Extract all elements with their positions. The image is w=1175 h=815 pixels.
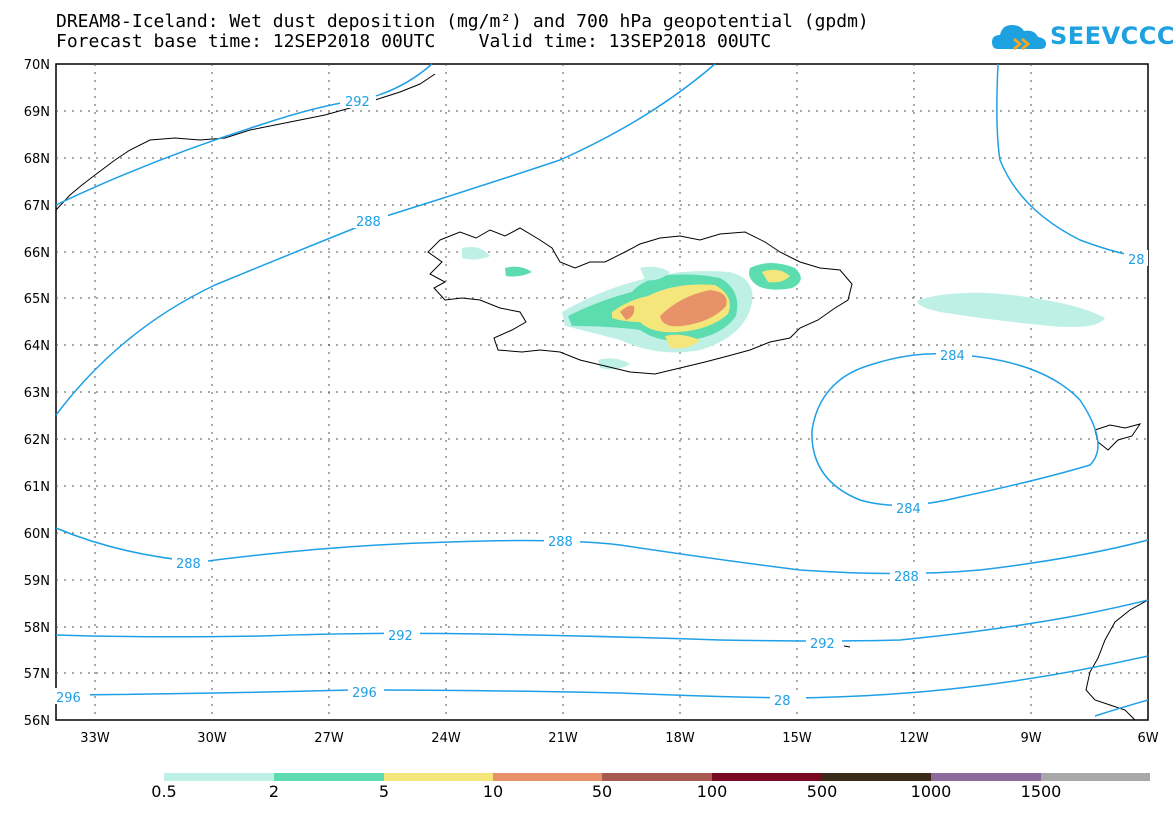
contour-label: 284 bbox=[940, 349, 965, 364]
lat-label: 62N bbox=[24, 433, 50, 448]
contour-label: 288 bbox=[548, 535, 573, 550]
scotland-coastline bbox=[1085, 599, 1149, 721]
contour-label: 288 bbox=[176, 557, 201, 572]
lat-label: 59N bbox=[24, 574, 50, 589]
lat-label: 66N bbox=[24, 246, 50, 261]
legend-swatch bbox=[274, 773, 384, 781]
rockall-coastline bbox=[843, 645, 851, 648]
contour-292-south bbox=[55, 599, 1149, 642]
legend-label: 1500 bbox=[1020, 782, 1062, 801]
lon-label: 33W bbox=[80, 731, 110, 746]
legend-swatch bbox=[384, 773, 493, 781]
lat-label: 67N bbox=[24, 199, 50, 214]
legend-label: 1000 bbox=[910, 782, 952, 801]
contour-296-south bbox=[55, 655, 1149, 699]
latitude-labels: 70N 69N 68N 67N 66N 65N 64N 63N 62N 61N … bbox=[24, 58, 50, 729]
map-subtitle: Forecast base time: 12SEP2018 00UTC Vali… bbox=[56, 31, 772, 52]
faroe-islands-coastline bbox=[1094, 423, 1142, 451]
legend-swatch bbox=[822, 773, 931, 781]
map-title: DREAM8-Iceland: Wet dust deposition (mg/… bbox=[56, 11, 869, 32]
dust-patch-south bbox=[665, 334, 700, 349]
lon-label: 6W bbox=[1137, 731, 1158, 746]
dust-patch-10-50 bbox=[660, 290, 727, 327]
cloud-icon bbox=[992, 25, 1046, 51]
contour-label: 292 bbox=[345, 95, 370, 110]
contour-label: 288 bbox=[356, 215, 381, 230]
contour-284-east bbox=[811, 352, 1099, 507]
contour-label: 288 bbox=[894, 570, 919, 585]
contour-label: 28 bbox=[1128, 253, 1145, 268]
contour-300-corner bbox=[1094, 699, 1149, 717]
contour-label: 28 bbox=[774, 694, 791, 709]
contour-labels: 292 288 284 284 288 288 288 292 292 296 … bbox=[54, 92, 1148, 709]
longitude-labels: 33W 30W 27W 24W 21W 18W 15W 12W 9W 6W bbox=[80, 731, 1158, 746]
lat-label: 58N bbox=[24, 621, 50, 636]
lat-label: 65N bbox=[24, 292, 50, 307]
contour-label: 296 bbox=[352, 686, 377, 701]
contour-label: 296 bbox=[56, 691, 81, 706]
legend-label: 50 bbox=[591, 782, 613, 801]
lat-label: 64N bbox=[24, 339, 50, 354]
legend-label: 10 bbox=[482, 782, 504, 801]
geopotential-contours bbox=[55, 63, 1149, 717]
lon-label: 18W bbox=[665, 731, 695, 746]
lat-label: 70N bbox=[24, 58, 50, 73]
lon-label: 21W bbox=[548, 731, 578, 746]
lat-label: 56N bbox=[24, 714, 50, 729]
dust-patch-east bbox=[917, 292, 1105, 327]
contour-label: 292 bbox=[810, 637, 835, 652]
lat-label: 60N bbox=[24, 527, 50, 542]
legend-label: 0.5 bbox=[151, 782, 177, 801]
contour-label: 284 bbox=[896, 502, 921, 517]
dust-deposition-field bbox=[462, 247, 1105, 370]
legend-swatch bbox=[602, 773, 712, 781]
lat-label: 63N bbox=[24, 386, 50, 401]
lon-label: 15W bbox=[782, 731, 812, 746]
iceland-coastline bbox=[427, 227, 853, 375]
legend-swatch bbox=[164, 773, 274, 781]
contour-28x-northeast bbox=[996, 63, 1149, 259]
lat-label: 61N bbox=[24, 480, 50, 495]
lon-label: 27W bbox=[314, 731, 344, 746]
seevccc-logo: SEEVCCC bbox=[1050, 22, 1175, 50]
legend-swatch bbox=[493, 773, 602, 781]
dust-patch-northeast-core bbox=[762, 269, 790, 283]
dust-patch-small bbox=[620, 305, 635, 320]
legend-label: 500 bbox=[806, 782, 838, 801]
legend-swatch bbox=[931, 773, 1041, 781]
lon-label: 12W bbox=[899, 731, 929, 746]
lon-label: 30W bbox=[197, 731, 227, 746]
dust-patch-west bbox=[505, 266, 532, 277]
legend-swatch bbox=[1041, 773, 1150, 781]
legend-label: 5 bbox=[378, 782, 390, 801]
legend-swatch bbox=[712, 773, 822, 781]
legend-label: 2 bbox=[268, 782, 280, 801]
lat-label: 68N bbox=[24, 152, 50, 167]
lon-label: 24W bbox=[431, 731, 461, 746]
contour-292-north bbox=[55, 63, 433, 206]
legend-colorbar bbox=[164, 773, 1150, 781]
dust-patch-north bbox=[640, 266, 670, 281]
lat-label: 69N bbox=[24, 105, 50, 120]
dust-patch-westfjords bbox=[462, 247, 490, 260]
contour-label: 292 bbox=[388, 629, 413, 644]
lat-label: 57N bbox=[24, 667, 50, 682]
legend-label: 100 bbox=[696, 782, 728, 801]
lon-label: 9W bbox=[1020, 731, 1041, 746]
